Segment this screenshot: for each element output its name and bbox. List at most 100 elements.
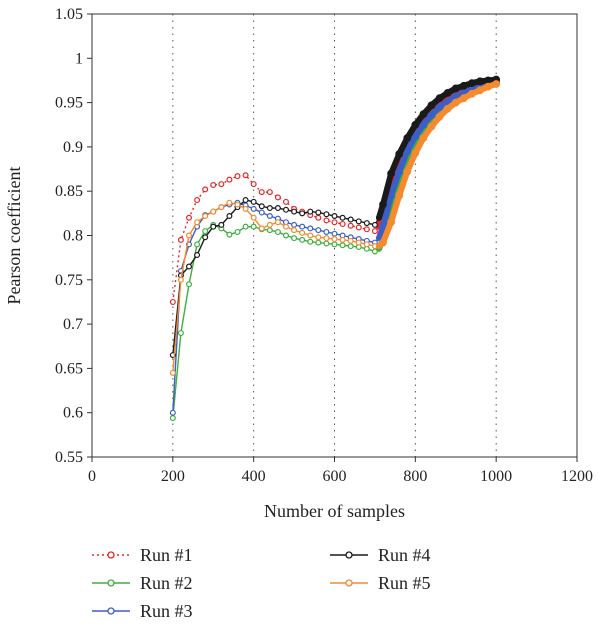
data-point xyxy=(274,194,281,201)
y-tick-label: 1 xyxy=(75,50,83,67)
data-point xyxy=(210,181,217,188)
x-tick-label: 400 xyxy=(242,468,266,485)
x-tick-label: 600 xyxy=(323,468,347,485)
data-point xyxy=(242,223,249,230)
data-point xyxy=(266,227,273,234)
data-point xyxy=(323,228,330,235)
data-point xyxy=(363,226,370,233)
y-tick-label: 0.85 xyxy=(55,183,83,200)
series-run-5 xyxy=(169,80,501,376)
data-point xyxy=(283,223,290,230)
data-point xyxy=(355,218,362,225)
data-point xyxy=(250,214,257,221)
data-point xyxy=(363,241,370,248)
y-axis: 0.55 0.6 0.65 0.7 0.75 0.8 0.85 0.9 0.95 1 1.05 xyxy=(55,6,92,466)
x-tick-label: 1000 xyxy=(480,468,512,485)
legend-marker xyxy=(345,551,353,559)
data-point xyxy=(242,197,249,204)
legend-label: Run #2 xyxy=(140,573,193,593)
data-point xyxy=(234,201,241,208)
y-tick-label: 0.9 xyxy=(63,139,83,156)
data-point xyxy=(331,230,338,237)
series-run-2 xyxy=(169,79,501,422)
data-point xyxy=(210,223,217,230)
data-point xyxy=(202,234,209,241)
data-point xyxy=(274,228,281,235)
data-point xyxy=(258,203,265,210)
data-point xyxy=(347,222,354,229)
legend-item-run-2: Run #2 xyxy=(92,573,193,593)
y-tick-label: 0.95 xyxy=(55,95,83,112)
legend-label: Run #5 xyxy=(378,573,431,593)
data-point xyxy=(169,369,176,376)
data-point xyxy=(169,409,176,416)
legend-label: Run #1 xyxy=(140,545,193,565)
data-point xyxy=(210,208,217,215)
data-point xyxy=(355,224,362,231)
data-point xyxy=(202,213,209,220)
data-point xyxy=(258,189,265,196)
data-point xyxy=(291,208,298,215)
data-point xyxy=(266,213,273,220)
data-point xyxy=(339,236,346,243)
legend-marker xyxy=(107,607,115,615)
data-point xyxy=(250,181,257,188)
series-run-4 xyxy=(169,75,501,359)
y-tick-label: 0.55 xyxy=(55,449,83,466)
data-point xyxy=(323,240,330,247)
data-point xyxy=(226,176,233,183)
legend: Run #1 Run #2 Run #3 Run #4 Run #5 xyxy=(92,545,431,621)
legend-label: Run #3 xyxy=(140,601,193,621)
data-point xyxy=(186,281,193,288)
data-point xyxy=(291,221,298,228)
data-point xyxy=(194,251,201,258)
y-tick-label: 1.05 xyxy=(55,6,83,23)
data-point xyxy=(258,225,265,232)
x-tick-label: 1200 xyxy=(561,468,593,485)
data-point xyxy=(347,216,354,223)
data-point xyxy=(218,181,225,188)
data-point xyxy=(283,232,290,239)
data-point xyxy=(177,236,184,243)
data-point xyxy=(234,173,241,180)
legend-marker xyxy=(107,579,115,587)
data-point xyxy=(194,197,201,204)
data-point xyxy=(250,223,257,230)
data-point xyxy=(258,209,265,216)
data-point xyxy=(283,198,290,205)
legend-item-run-5: Run #5 xyxy=(330,573,431,593)
y-tick-label: 0.8 xyxy=(63,228,83,245)
data-point xyxy=(226,199,233,206)
data-point xyxy=(331,219,338,226)
data-point xyxy=(186,214,193,221)
legend-marker xyxy=(107,551,115,559)
data-point xyxy=(266,221,273,228)
data-point xyxy=(242,205,249,212)
data-point xyxy=(291,227,298,234)
y-tick-label: 0.75 xyxy=(55,272,83,289)
y-axis-label: Pearson coefficient xyxy=(4,166,24,304)
data-point xyxy=(226,231,233,238)
data-point xyxy=(299,210,306,217)
data-point xyxy=(266,189,273,196)
data-point xyxy=(307,225,314,232)
data-point xyxy=(299,223,306,230)
data-point xyxy=(323,217,330,224)
data-point xyxy=(194,241,201,248)
data-point xyxy=(339,242,346,249)
x-axis-label: Number of samples xyxy=(264,501,405,521)
data-point xyxy=(339,220,346,227)
series-dense-tail xyxy=(375,78,500,242)
x-tick-label: 0 xyxy=(88,468,96,485)
data-point xyxy=(291,235,298,242)
data-point xyxy=(250,198,257,205)
data-point xyxy=(347,243,354,250)
data-point xyxy=(315,214,322,221)
data-point xyxy=(283,206,290,213)
y-tick-label: 0.65 xyxy=(55,360,83,377)
data-point xyxy=(315,209,322,216)
data-point xyxy=(315,234,322,241)
data-point xyxy=(274,205,281,212)
data-point xyxy=(250,205,257,212)
